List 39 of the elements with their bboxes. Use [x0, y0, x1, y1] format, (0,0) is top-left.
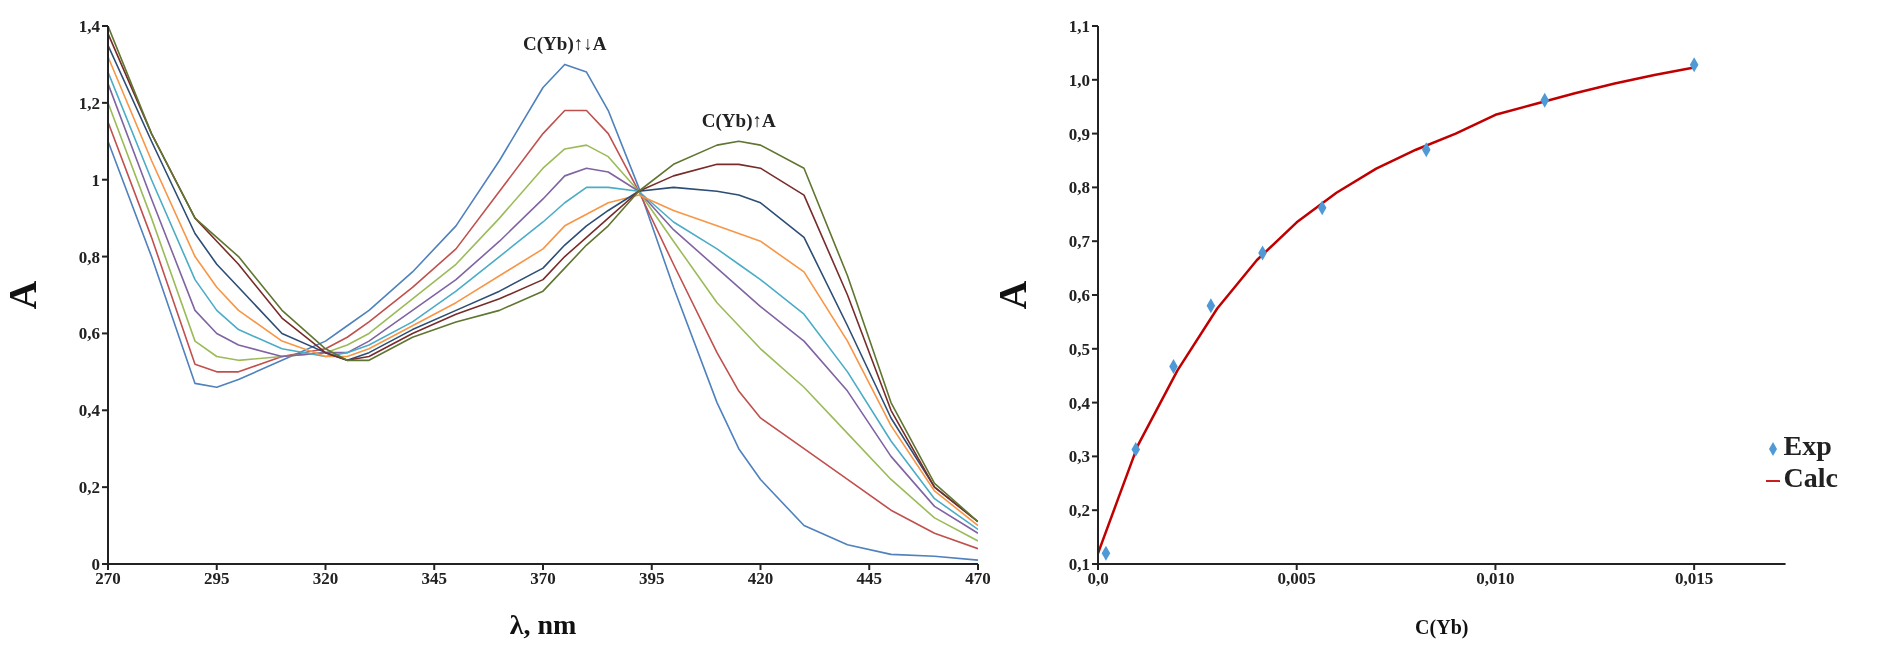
y-tick-label: 1,4 [78, 17, 101, 37]
y-tick-label: 0,9 [1068, 124, 1090, 144]
x-tick-label: 445 [856, 569, 882, 589]
x-tick-label: 420 [747, 569, 774, 589]
x-tick-label: 0,015 [1675, 569, 1714, 589]
y-tick-label: 0,6 [1068, 286, 1090, 306]
y-tick-label: 0,8 [1068, 178, 1090, 198]
y-tick-label: 0,7 [1068, 232, 1091, 252]
y-tick-label: 0,4 [1068, 393, 1091, 413]
y-axis-title: A [990, 280, 1036, 310]
x-tick-label: 295 [204, 569, 230, 589]
y-tick-label: 0,6 [78, 324, 100, 344]
y-tick-label: 1 [91, 170, 100, 190]
legend-label: Calc [1783, 462, 1838, 493]
x-tick-label: 370 [530, 569, 556, 589]
x-tick-label: 345 [421, 569, 447, 589]
y-tick-label: 0,8 [78, 247, 100, 267]
y-tick-label: 0,2 [78, 478, 100, 498]
y-tick-label: 0,1 [1068, 555, 1090, 575]
y-tick-label: 0,5 [1068, 339, 1090, 359]
annotation: C(Yb)↑A [701, 110, 776, 133]
x-axis-title: C(Yb) [1415, 616, 1469, 639]
y-tick-label: 0,2 [1068, 501, 1090, 521]
y-tick-label: 0,4 [78, 401, 101, 421]
y-tick-label: 1,1 [1068, 17, 1090, 37]
x-tick-label: 320 [312, 569, 339, 589]
x-tick-label: 270 [95, 569, 121, 589]
annotation: C(Yb)↑↓A [523, 33, 607, 56]
x-tick-label: 470 [965, 569, 991, 589]
y-tick-label: 1,0 [1068, 70, 1090, 90]
legend-label: Exp [1783, 430, 1832, 461]
x-tick-label: 0,0 [1087, 569, 1109, 589]
y-axis-title: A [0, 280, 46, 310]
x-axis-title: λ, nm [509, 609, 577, 640]
x-tick-label: 0,010 [1476, 569, 1515, 589]
y-tick-label: 1,2 [78, 93, 100, 113]
x-tick-label: 0,005 [1277, 569, 1316, 589]
x-tick-label: 395 [639, 569, 665, 589]
y-tick-label: 0,3 [1068, 447, 1090, 467]
